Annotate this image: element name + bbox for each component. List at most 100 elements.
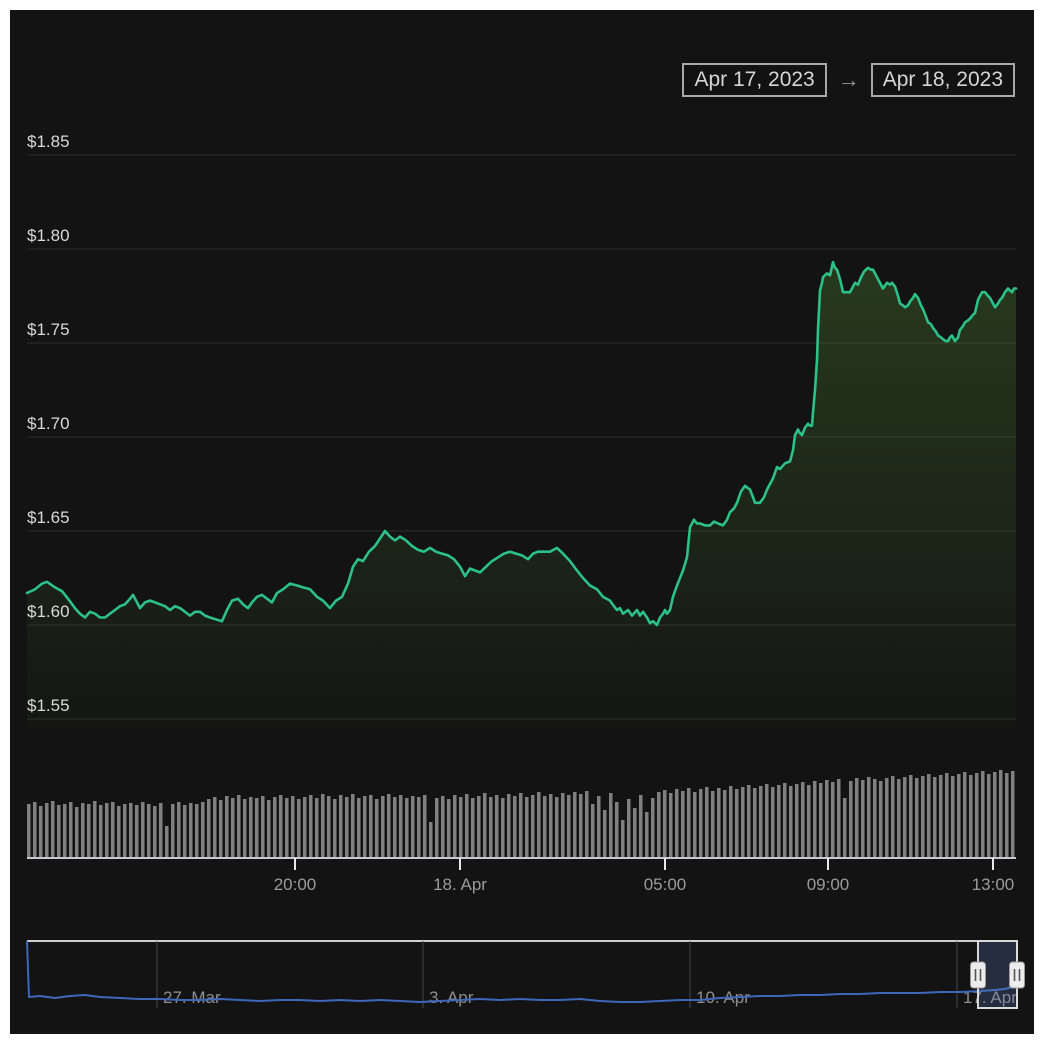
- volume-bar: [603, 810, 607, 858]
- volume-bar: [537, 792, 541, 858]
- volume-bar: [69, 802, 73, 858]
- volume-bar: [483, 793, 487, 858]
- volume-bar: [837, 779, 841, 858]
- volume-bar: [831, 782, 835, 858]
- navigator-series-line: [26, 940, 1017, 1003]
- volume-bar: [909, 775, 913, 858]
- volume-bar: [351, 794, 355, 858]
- volume-bar: [375, 799, 379, 858]
- navigator-tick-label: 27. Mar: [163, 988, 221, 1007]
- volume-bar: [39, 806, 43, 858]
- volume-bar: [231, 798, 235, 858]
- plot-area[interactable]: [27, 140, 1016, 858]
- volume-bar: [93, 801, 97, 858]
- volume-bar: [897, 779, 901, 858]
- volume-bar: [807, 785, 811, 858]
- volume-bar: [339, 795, 343, 858]
- volume-bar: [843, 798, 847, 858]
- volume-bar: [129, 803, 133, 858]
- volume-bar: [777, 785, 781, 858]
- volume-bar: [699, 789, 703, 858]
- volume-bar: [981, 771, 985, 858]
- volume-bar: [639, 795, 643, 858]
- volume-bar: [141, 802, 145, 858]
- handle-body[interactable]: [970, 961, 986, 989]
- volume-bar: [759, 786, 763, 858]
- volume-bar: [303, 797, 307, 858]
- volume-bar: [939, 775, 943, 858]
- volume-bar: [309, 795, 313, 858]
- volume-bar: [849, 781, 853, 858]
- volume-bar: [81, 803, 85, 858]
- volume-bar: [717, 788, 721, 858]
- volume-bar: [579, 794, 583, 858]
- volume-bar: [327, 796, 331, 858]
- volume-bar: [33, 802, 37, 858]
- volume-bar: [585, 791, 589, 858]
- y-axis-tick-label: $1.65: [27, 508, 70, 527]
- volume-bar: [513, 796, 517, 858]
- volume-bar: [927, 774, 931, 858]
- volume-bar: [153, 806, 157, 858]
- volume-bar: [729, 786, 733, 858]
- price-line: [25, 260, 1018, 627]
- navigator-tick-label: 3. Apr: [429, 988, 474, 1007]
- volume-bar: [423, 795, 427, 858]
- volume-bar: [429, 822, 433, 858]
- y-axis-tick-label: $1.80: [27, 226, 70, 245]
- volume-bar: [933, 777, 937, 858]
- volume-bar: [651, 798, 655, 858]
- range-end-input[interactable]: Apr 18, 2023: [870, 63, 1015, 97]
- y-axis-tick-label: $1.70: [27, 414, 70, 433]
- volume-bar: [987, 774, 991, 858]
- volume-bar: [801, 782, 805, 858]
- volume-bar: [705, 787, 709, 858]
- volume-bar: [285, 798, 289, 858]
- volume-bar: [213, 797, 217, 858]
- volume-bar: [411, 796, 415, 858]
- volume-bar: [369, 795, 373, 858]
- volume-bar: [75, 807, 79, 858]
- volume-bar: [669, 793, 673, 858]
- volume-bar: [177, 802, 181, 858]
- volume-bar: [453, 795, 457, 858]
- volume-bar: [573, 792, 577, 858]
- volume-bar: [879, 781, 883, 858]
- navigator-handle-left[interactable]: [970, 961, 986, 989]
- volume-bar: [549, 794, 553, 858]
- volume-bar: [27, 804, 31, 858]
- navigator-handle-right[interactable]: [1009, 961, 1025, 989]
- volume-bar: [297, 799, 301, 858]
- volume-bar: [63, 804, 67, 858]
- volume-bar: [891, 776, 895, 858]
- volume-bar: [609, 793, 613, 858]
- volume-bar: [45, 803, 49, 858]
- volume-bar: [741, 787, 745, 858]
- volume-bar: [783, 783, 787, 858]
- volume-bar: [99, 805, 103, 858]
- volume-bar: [225, 796, 229, 858]
- handle-body[interactable]: [1009, 961, 1025, 989]
- volume-bar: [903, 777, 907, 858]
- volume-bar: [201, 802, 205, 858]
- range-start-input[interactable]: Apr 17, 2023: [682, 63, 827, 97]
- volume-bar: [519, 793, 523, 858]
- volume-bar: [711, 791, 715, 858]
- y-axis-tick-label: $1.85: [27, 132, 70, 151]
- volume-bar: [183, 805, 187, 858]
- volume-bar: [495, 795, 499, 858]
- volume-bar: [663, 790, 667, 858]
- volume-bar: [867, 777, 871, 858]
- volume-bar: [345, 797, 349, 858]
- volume-bar: [363, 796, 367, 858]
- volume-bar: [159, 803, 163, 858]
- volume-bar: [321, 794, 325, 858]
- volume-bar: [771, 787, 775, 858]
- volume-bar: [975, 773, 979, 858]
- volume-bar: [645, 812, 649, 858]
- volume-bar: [615, 802, 619, 858]
- volume-bar: [855, 778, 859, 858]
- volume-bar: [885, 778, 889, 858]
- volume-bar: [723, 790, 727, 858]
- volume-bar: [279, 795, 283, 858]
